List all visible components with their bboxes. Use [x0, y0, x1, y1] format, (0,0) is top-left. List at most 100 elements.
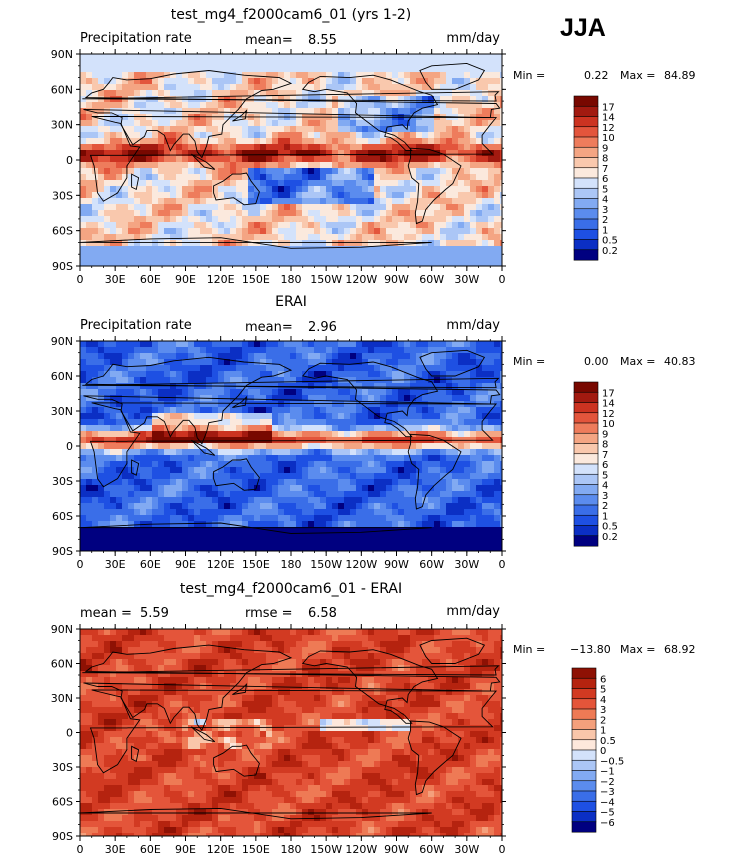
colorbar-label: 6 — [602, 174, 608, 185]
lon-tick-label: 90W — [384, 558, 409, 571]
rmse-value: 6.58 — [308, 606, 337, 621]
mean-value: 2.96 — [308, 320, 337, 335]
colorbar-label: 0.5 — [602, 236, 618, 247]
lon-tick-label: 0 — [77, 273, 84, 286]
lon-tick-label: 30E — [105, 843, 126, 856]
rmse-label: rmse = — [245, 606, 293, 621]
lon-tick-label: 60W — [419, 843, 444, 856]
max-value: 84.89 — [664, 69, 696, 82]
colorbar-label: 0 — [600, 746, 606, 757]
mean-label: mean= — [245, 320, 293, 335]
colorbar-label: 12 — [602, 123, 615, 134]
colorbar-label: 4 — [600, 695, 606, 706]
colorbar-swatch — [571, 667, 597, 679]
lat-tick-label: 30N — [51, 405, 73, 418]
colorbar-swatch — [571, 780, 597, 792]
lat-tick-label: 90N — [51, 335, 73, 348]
variable-label: Precipitation rate — [80, 318, 192, 333]
lat-tick-label: 60N — [51, 658, 73, 671]
lat-tick-label: 0 — [66, 727, 73, 740]
colorbar-label: 5 — [602, 184, 608, 195]
colorbar-swatch — [573, 535, 599, 547]
min-value: −13.80 — [570, 643, 611, 656]
min-label: Min = — [513, 643, 546, 656]
lon-tick-label: 120W — [345, 843, 377, 856]
lon-tick-label: 30W — [454, 843, 479, 856]
lon-tick-label: 60E — [140, 558, 161, 571]
lat-tick-label: 30S — [52, 475, 73, 488]
colorbar-swatch — [571, 821, 597, 833]
lon-tick-label: 120E — [207, 843, 235, 856]
colorbar-label: 1 — [602, 225, 608, 236]
lon-tick-label: 30W — [454, 273, 479, 286]
panel-title: ERAI — [275, 294, 307, 310]
colorbar-label: 2 — [602, 215, 608, 226]
min-value: 0.22 — [584, 69, 609, 82]
max-value: 68.92 — [664, 643, 696, 656]
map-field — [80, 629, 503, 837]
lon-tick-label: 180 — [281, 273, 302, 286]
colorbar-label: 9 — [602, 429, 608, 440]
lon-tick-label: 90E — [175, 843, 196, 856]
colorbar-swatch — [571, 718, 597, 730]
lat-tick-label: 30S — [52, 761, 73, 774]
colorbar-label: 2 — [602, 501, 608, 512]
colorbar-label: 14 — [602, 399, 615, 410]
colorbar-swatch — [571, 729, 597, 741]
colorbar-label: 0.2 — [602, 246, 618, 257]
lat-tick-label: 30N — [51, 692, 73, 705]
lon-tick-label: 0 — [499, 273, 506, 286]
lon-tick-label: 150E — [242, 843, 270, 856]
colorbar-label: 3 — [602, 491, 608, 502]
colorbar-label: 8 — [602, 154, 608, 165]
mean-label: mean = — [80, 606, 132, 621]
lat-tick-label: 0 — [66, 440, 73, 453]
colorbar-label: 17 — [602, 388, 615, 399]
lon-tick-label: 30E — [105, 273, 126, 286]
variable-label: Precipitation rate — [80, 31, 192, 46]
colorbar-label: 7 — [602, 164, 608, 175]
colorbar-label: 10 — [602, 133, 615, 144]
max-label: Max = — [620, 355, 656, 368]
panel-title: test_mg4_f2000cam6_01 (yrs 1-2) — [170, 7, 412, 23]
lon-tick-label: 0 — [499, 558, 506, 571]
panel-title: test_mg4_f2000cam6_01 - ERAI — [179, 581, 403, 597]
lon-tick-label: 90E — [175, 273, 196, 286]
lon-tick-label: 0 — [77, 558, 84, 571]
colorbar-swatch — [571, 677, 597, 689]
lat-tick-label: 90S — [52, 830, 73, 843]
lat-tick-label: 0 — [66, 154, 73, 167]
colorbar-label: −0.5 — [600, 756, 624, 767]
colorbar-label: 1 — [600, 726, 606, 737]
colorbar-swatch — [571, 770, 597, 782]
colorbar-swatch — [571, 708, 597, 720]
colorbar-label: 2 — [600, 715, 606, 726]
lon-tick-label: 60E — [140, 843, 161, 856]
colorbar-label: 6 — [600, 674, 606, 685]
lat-tick-label: 30S — [52, 189, 73, 202]
colorbar-label: 4 — [602, 481, 608, 492]
lon-tick-label: 90E — [175, 558, 196, 571]
mean-label: mean= — [245, 33, 293, 48]
min-label: Min = — [513, 355, 546, 368]
lat-tick-label: 90N — [51, 48, 73, 61]
lat-tick-label: 60S — [52, 796, 73, 809]
lon-tick-label: 180 — [281, 558, 302, 571]
season-label: JJA — [560, 14, 606, 42]
colorbar-swatch — [571, 759, 597, 771]
min-value: 0.00 — [584, 355, 609, 368]
colorbar-swatch — [571, 739, 597, 751]
colorbar-label: −2 — [600, 777, 615, 788]
lat-tick-label: 60S — [52, 225, 73, 238]
lat-tick-label: 60S — [52, 510, 73, 523]
lat-tick-label: 90N — [51, 623, 73, 636]
coastlines — [79, 637, 501, 836]
colorbar-label: 1 — [602, 511, 608, 522]
colorbar-label: 0.2 — [602, 532, 618, 543]
lat-tick-label: 30N — [51, 119, 73, 132]
lon-tick-label: 60W — [419, 273, 444, 286]
